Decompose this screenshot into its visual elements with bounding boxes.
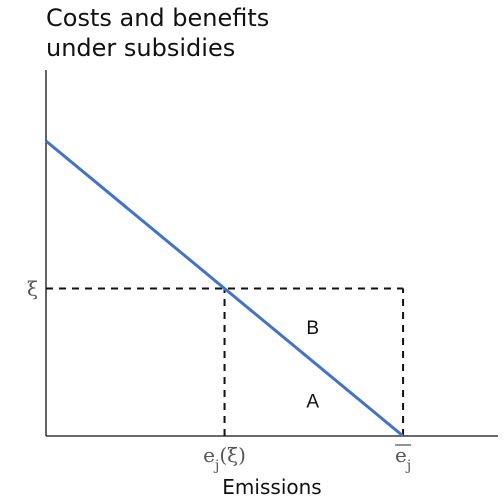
- x-axis-label: Emissions: [222, 475, 321, 499]
- region-label-b: B: [306, 318, 319, 339]
- x-tick-label-1: ej: [395, 443, 411, 474]
- y-tick-label-0: ξ: [27, 277, 38, 301]
- region-label-a: A: [306, 392, 319, 413]
- series-line-0: [45, 139, 405, 438]
- x-tick-label-0: ej(ξ): [203, 443, 246, 474]
- title-line-2: under subsidies: [46, 34, 235, 62]
- chart-title: Costs and benefits under subsidies: [46, 4, 269, 62]
- title-line-1: Costs and benefits: [46, 4, 269, 32]
- plot-area: ξ ej(ξ) ej B A: [27, 70, 498, 474]
